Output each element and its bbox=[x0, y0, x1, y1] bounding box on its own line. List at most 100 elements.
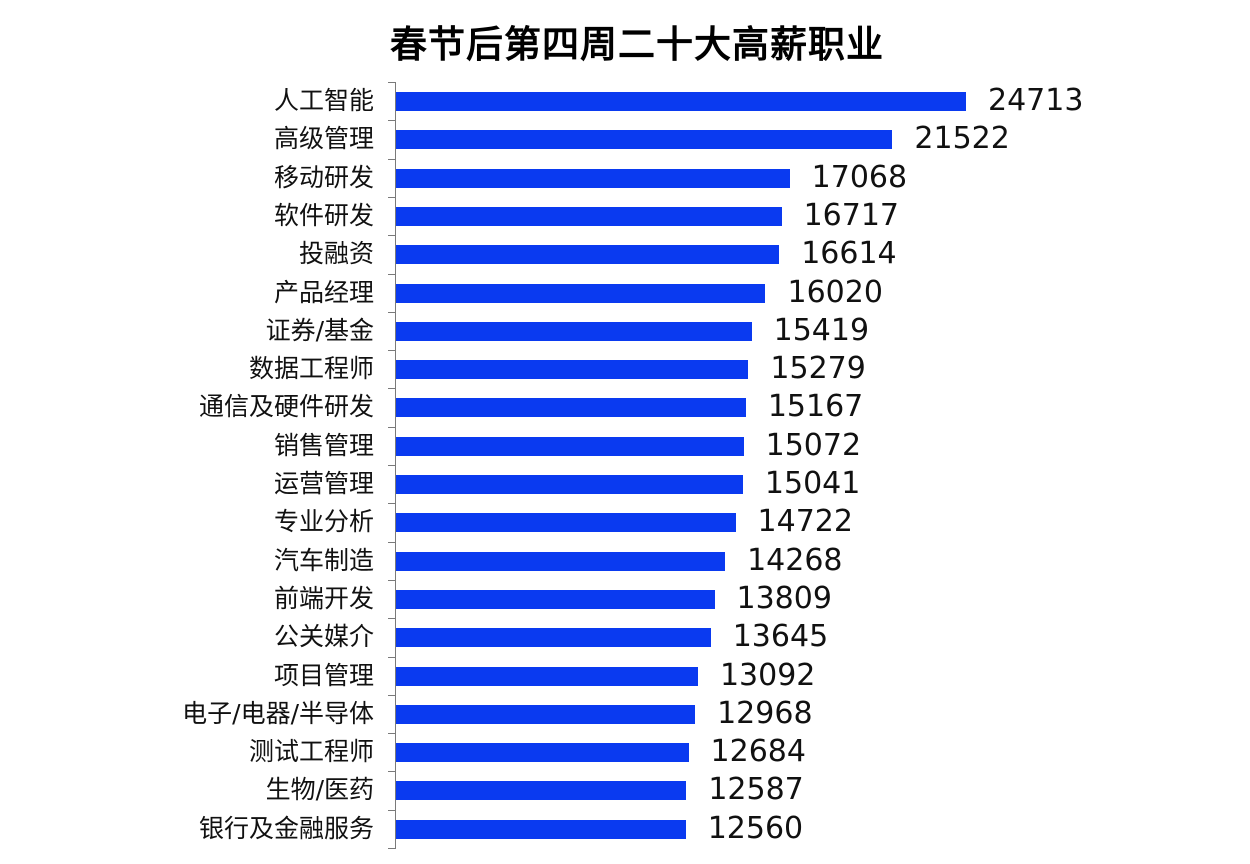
value-label: 24713 bbox=[988, 83, 1084, 118]
bar bbox=[396, 819, 686, 839]
category-label: 汽车制造 bbox=[273, 545, 374, 575]
axis-tick bbox=[388, 465, 396, 466]
bar-row: 产品经理 16020 bbox=[0, 274, 1250, 312]
bar-row: 银行及金融服务 12560 bbox=[0, 810, 1250, 848]
category-label: 公关媒介 bbox=[273, 622, 374, 652]
category-label: 项目管理 bbox=[273, 660, 374, 690]
category-label: 人工智能 bbox=[273, 86, 374, 115]
bar bbox=[396, 245, 780, 265]
value-label: 13645 bbox=[732, 619, 829, 655]
bar-row: 汽车制造 14268 bbox=[0, 542, 1250, 580]
value-label: 13809 bbox=[736, 580, 832, 616]
bar bbox=[396, 628, 711, 648]
axis-tick bbox=[388, 656, 396, 658]
bar-row: 证券/基金 15419 bbox=[0, 312, 1250, 350]
bar-row: 数据工程师 15279 bbox=[0, 350, 1250, 388]
value-label: 12684 bbox=[710, 734, 806, 770]
value-label: 16614 bbox=[801, 236, 897, 272]
axis-tick bbox=[388, 541, 396, 543]
axis-tick bbox=[388, 82, 396, 83]
category-label: 产品经理 bbox=[273, 277, 374, 307]
axis-tick bbox=[388, 503, 396, 505]
value-label: 15072 bbox=[765, 427, 862, 463]
bar-row: 项目管理 13092 bbox=[0, 657, 1250, 695]
bar-row: 通信及硬件研发 15167 bbox=[0, 388, 1250, 426]
bar bbox=[396, 206, 782, 226]
category-label: 测试工程师 bbox=[248, 737, 374, 767]
bar-row: 移动研发 17068 bbox=[0, 159, 1250, 197]
value-label: 12560 bbox=[707, 810, 804, 846]
category-label: 高级管理 bbox=[273, 124, 374, 154]
axis-tick bbox=[388, 694, 396, 696]
axis-tick bbox=[388, 579, 396, 581]
value-label: 14268 bbox=[747, 542, 843, 578]
bar-row: 销售管理 15072 bbox=[0, 427, 1250, 465]
category-label: 移动研发 bbox=[273, 162, 374, 192]
bar bbox=[396, 436, 744, 456]
value-label: 13092 bbox=[719, 657, 816, 693]
bar bbox=[396, 321, 752, 341]
category-label: 银行及金融服务 bbox=[198, 813, 374, 843]
bar-row: 软件研发 16717 bbox=[0, 197, 1250, 235]
bar bbox=[396, 283, 766, 303]
axis-tick bbox=[388, 809, 396, 811]
axis-tick bbox=[388, 235, 396, 237]
category-label: 销售管理 bbox=[273, 430, 374, 460]
axis-tick bbox=[388, 158, 396, 160]
category-label: 前端开发 bbox=[273, 583, 374, 613]
category-label: 软件研发 bbox=[273, 200, 374, 230]
bar bbox=[396, 589, 715, 609]
value-label: 12587 bbox=[708, 772, 804, 808]
axis-tick bbox=[388, 350, 396, 352]
bar bbox=[396, 475, 743, 494]
bar bbox=[396, 666, 698, 686]
bar-row: 公关媒介 13645 bbox=[0, 618, 1250, 656]
category-label: 电子/电器/半导体 bbox=[182, 698, 374, 728]
axis-tick bbox=[388, 273, 396, 275]
axis-tick bbox=[388, 771, 396, 773]
value-label: 21522 bbox=[914, 121, 1010, 157]
category-label: 生物/医药 bbox=[265, 775, 374, 805]
bar-row: 测试工程师 12684 bbox=[0, 733, 1250, 771]
value-label: 15041 bbox=[764, 466, 861, 501]
category-label: 专业分析 bbox=[273, 507, 374, 537]
axis-tick bbox=[388, 196, 396, 198]
value-label: 17068 bbox=[811, 159, 908, 195]
axis-tick bbox=[388, 848, 396, 849]
category-label: 通信及硬件研发 bbox=[198, 392, 374, 422]
axis-tick bbox=[388, 120, 396, 122]
bar-row: 人工智能 24713 bbox=[0, 82, 1250, 120]
value-label: 15167 bbox=[767, 389, 864, 425]
axis-tick bbox=[388, 388, 396, 390]
bar bbox=[396, 168, 790, 188]
bar bbox=[396, 551, 726, 571]
category-label: 证券/基金 bbox=[265, 315, 374, 345]
bar-row: 电子/电器/半导体 12968 bbox=[0, 695, 1250, 733]
value-label: 14722 bbox=[757, 504, 853, 540]
value-label: 15419 bbox=[773, 312, 870, 348]
bar bbox=[396, 781, 687, 801]
bar-row: 高级管理 21522 bbox=[0, 120, 1250, 158]
bar bbox=[396, 92, 966, 111]
bar bbox=[396, 513, 736, 533]
category-label: 运营管理 bbox=[273, 469, 374, 498]
axis-tick bbox=[388, 311, 396, 313]
value-label: 15279 bbox=[770, 351, 866, 387]
bar bbox=[396, 704, 696, 724]
axis-tick bbox=[388, 426, 396, 428]
value-label: 16020 bbox=[787, 274, 883, 310]
axis-tick bbox=[388, 733, 396, 735]
bar-row: 专业分析 14722 bbox=[0, 503, 1250, 541]
bar-row: 投融资 16614 bbox=[0, 235, 1250, 273]
bar-row: 前端开发 13809 bbox=[0, 580, 1250, 618]
bar bbox=[396, 130, 893, 150]
bar-row: 运营管理 15041 bbox=[0, 465, 1250, 503]
bar bbox=[396, 743, 689, 763]
category-label: 数据工程师 bbox=[248, 354, 374, 384]
axis-tick bbox=[388, 618, 396, 620]
value-label: 12968 bbox=[717, 695, 813, 731]
chart-title: 春节后第四周二十大高薪职业 bbox=[390, 23, 884, 66]
category-label: 投融资 bbox=[298, 239, 374, 269]
bar bbox=[396, 360, 749, 380]
value-label: 16717 bbox=[803, 197, 899, 233]
